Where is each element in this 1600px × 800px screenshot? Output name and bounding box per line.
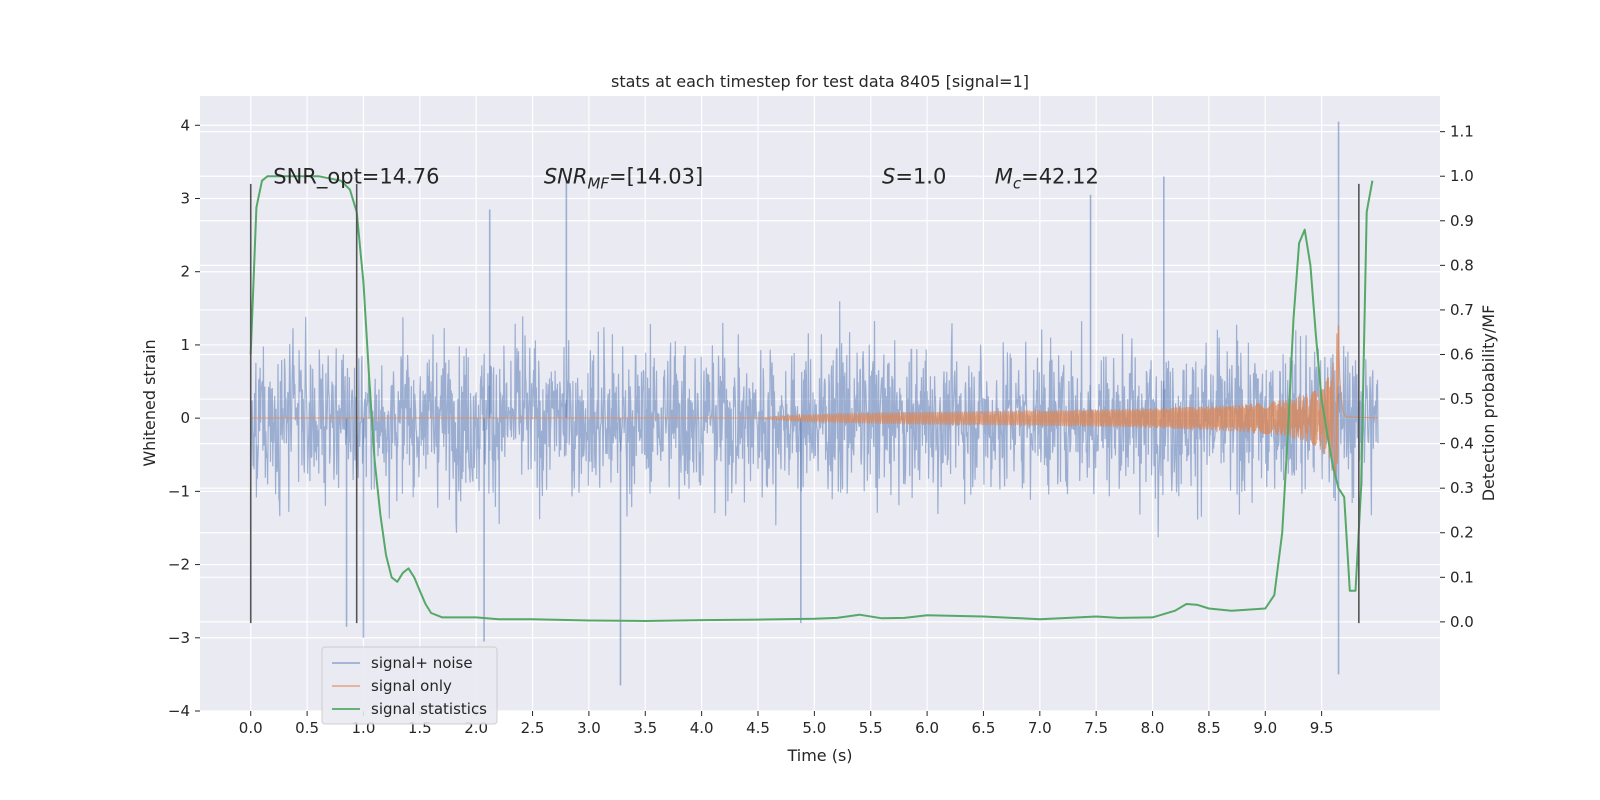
y-tick-label: 4 — [180, 116, 190, 134]
y-tick-label: 1 — [180, 336, 190, 354]
y-tick-label: −3 — [168, 629, 190, 647]
x-tick-label: 6.5 — [972, 719, 996, 737]
grid-lines — [200, 96, 1440, 712]
annotation-3: Mc=42.12 — [995, 165, 1099, 193]
y2-tick-label: 0.4 — [1450, 435, 1474, 453]
y-tick-label: 2 — [180, 263, 190, 281]
y2-tick-label: 0.7 — [1450, 301, 1474, 319]
y2-tick-label: 0.3 — [1450, 479, 1474, 497]
y2-axis-label: Detection probability/MF — [1479, 305, 1498, 502]
y2-tick-label: 1.1 — [1450, 123, 1474, 141]
legend-label-stats: signal statistics — [371, 700, 487, 718]
x-tick-label: 3.5 — [633, 719, 657, 737]
chart-title: stats at each timestep for test data 840… — [611, 72, 1029, 91]
y-tick-label: −4 — [168, 702, 190, 720]
legend-label-noise: signal+ noise — [371, 654, 473, 672]
y-axis-left: 4 3 2 1 0 −1 −2 −3 −4 — [168, 116, 200, 720]
y-axis-label: Whitened strain — [140, 339, 159, 466]
legend-label-signal: signal only — [371, 677, 452, 695]
y2-tick-label: 0.9 — [1450, 212, 1474, 230]
y-axis-right: 1.1 1.0 0.9 0.8 0.7 0.6 0.5 0.4 0.3 0.2 0.1 0.0 — [1440, 123, 1474, 631]
x-axis-label: Time (s) — [786, 746, 852, 765]
y2-tick-label: 0.6 — [1450, 345, 1474, 363]
annotations: SNR_opt=14.76 SNRMF=[14.03] S=1.0 Mc=42.12 — [273, 165, 1099, 193]
x-tick-label: 7.5 — [1084, 719, 1108, 737]
x-tick-label: 0.0 — [239, 719, 263, 737]
x-tick-label: 8.0 — [1141, 719, 1165, 737]
legend-box — [321, 646, 498, 725]
signal-trace — [250, 323, 1379, 480]
statistics-line — [249, 175, 1374, 622]
x-tick-label: 5.5 — [859, 719, 883, 737]
x-tick-label: 7.0 — [1028, 719, 1052, 737]
x-tick-label: 9.0 — [1253, 719, 1277, 737]
y2-tick-label: 0.2 — [1450, 524, 1474, 542]
x-tick-label: 4.0 — [690, 719, 714, 737]
marker-lines — [249, 183, 1360, 624]
annotation-2: S=1.0 — [882, 165, 946, 189]
y-tick-label: 3 — [180, 190, 190, 208]
x-tick-label: 2.5 — [521, 719, 545, 737]
x-tick-label: 5.0 — [802, 719, 826, 737]
legend: signal+ noise signal only signal statist… — [321, 646, 498, 725]
x-tick-label: 9.5 — [1310, 719, 1334, 737]
annotation-1: SNRMF=[14.03] — [544, 165, 703, 193]
y2-tick-label: 0.5 — [1450, 390, 1474, 408]
x-tick-label: 0.5 — [295, 719, 319, 737]
y2-tick-label: 0.8 — [1450, 256, 1474, 274]
x-tick-label: 3.0 — [577, 719, 601, 737]
y-tick-label: −1 — [168, 482, 190, 500]
y2-tick-label: 0.0 — [1450, 613, 1474, 631]
x-tick-label: 8.5 — [1197, 719, 1221, 737]
x-tick-label: 4.5 — [746, 719, 770, 737]
annotation-0: SNR_opt=14.76 — [273, 165, 439, 190]
x-tick-label: 6.0 — [915, 719, 939, 737]
y-tick-label: 0 — [180, 409, 190, 427]
y2-tick-label: 0.1 — [1450, 568, 1474, 586]
y2-tick-label: 1.0 — [1450, 167, 1474, 185]
data-traces — [249, 121, 1379, 686]
y-tick-label: −2 — [168, 556, 190, 574]
